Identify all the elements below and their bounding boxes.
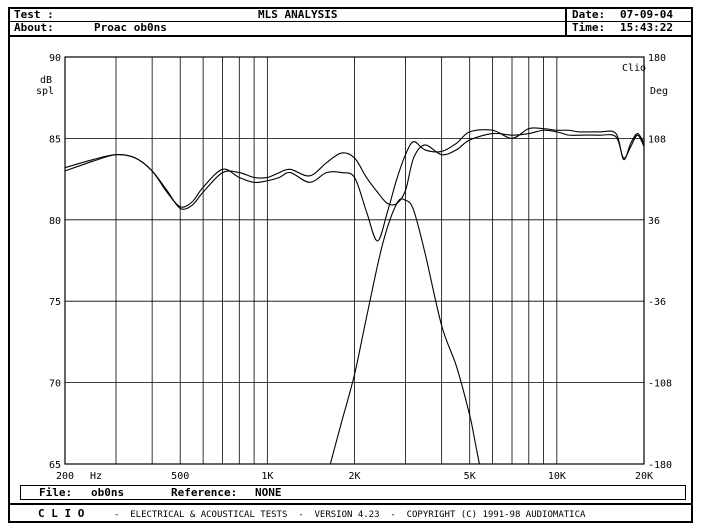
x-tick-label: 1K <box>261 471 273 482</box>
x-tick-label: 2K <box>348 471 360 482</box>
time-label: Time: <box>572 21 606 34</box>
corner-label: Clio <box>622 63 646 74</box>
y2-axis-label: Deg <box>650 86 668 97</box>
test-label: Test : <box>14 8 54 21</box>
y-axis-label-line2: spl <box>36 86 54 97</box>
reference-value: NONE <box>255 486 282 499</box>
y2-tick-label: 180 <box>648 53 666 64</box>
y2-tick-label: -108 <box>648 379 672 390</box>
frequency-response-chart: 200 500 1K 2K 5K 10K 20K 65 70 75 80 85 90 -180 -108 -3… <box>36 53 672 482</box>
y-tick-label: 70 <box>49 379 61 390</box>
header-column-divider <box>565 9 567 35</box>
page-title: MLS ANALYSIS <box>258 8 338 21</box>
chart-tick-labels: 200 500 1K 2K 5K 10K 20K 65 70 75 80 85 90 -180 -108 -3… <box>49 53 672 482</box>
x-tick-label: 5K <box>464 471 476 482</box>
series-line-2 <box>64 127 645 242</box>
footer-brand: C L I O <box>38 507 85 520</box>
chart-grid <box>65 57 644 464</box>
date-label: Date: <box>572 8 606 21</box>
about-value: Proac ob0ns <box>94 21 167 34</box>
header-row-divider <box>10 21 691 22</box>
y2-tick-label: 108 <box>648 134 666 145</box>
footer-text: - ELECTRICAL & ACOUSTICAL TESTS - VERSIO… <box>114 510 586 520</box>
about-label: About: <box>14 21 54 34</box>
x-unit-label: Hz <box>90 471 102 482</box>
plot-border <box>64 56 645 465</box>
x-tick-label: 500 <box>171 471 189 482</box>
file-value: ob0ns <box>91 486 125 499</box>
reference-label: Reference: <box>171 486 238 499</box>
x-tick-label: 20K <box>635 471 653 482</box>
y2-tick-label: -36 <box>648 297 666 308</box>
time-value: 15:43:22 <box>620 21 673 34</box>
file-info-bar: File: ob0ns Reference: NONE <box>20 485 686 500</box>
footer-bar: C L I O - ELECTRICAL & ACOUSTICAL TESTS … <box>10 503 691 521</box>
clio-window: Test : About: Proac ob0ns MLS ANALYSIS D… <box>8 7 693 523</box>
chart-series <box>64 127 645 465</box>
series-line-3 <box>329 198 480 465</box>
header-bar: Test : About: Proac ob0ns MLS ANALYSIS D… <box>10 9 691 37</box>
y-tick-label: 85 <box>49 134 61 145</box>
file-label: File: <box>39 486 73 499</box>
y2-tick-label: -180 <box>648 460 672 471</box>
y-tick-label: 80 <box>49 216 61 227</box>
y-tick-label: 65 <box>49 460 61 471</box>
date-value: 07-09-04 <box>620 8 673 21</box>
x-tick-label: 200 <box>56 471 74 482</box>
y-axis-label-line1: dB <box>40 75 52 86</box>
y-tick-label: 75 <box>49 297 61 308</box>
x-tick-label: 10K <box>548 471 566 482</box>
y-tick-label: 90 <box>49 53 61 64</box>
series-line-1 <box>64 129 645 210</box>
y2-tick-label: 36 <box>648 216 660 227</box>
